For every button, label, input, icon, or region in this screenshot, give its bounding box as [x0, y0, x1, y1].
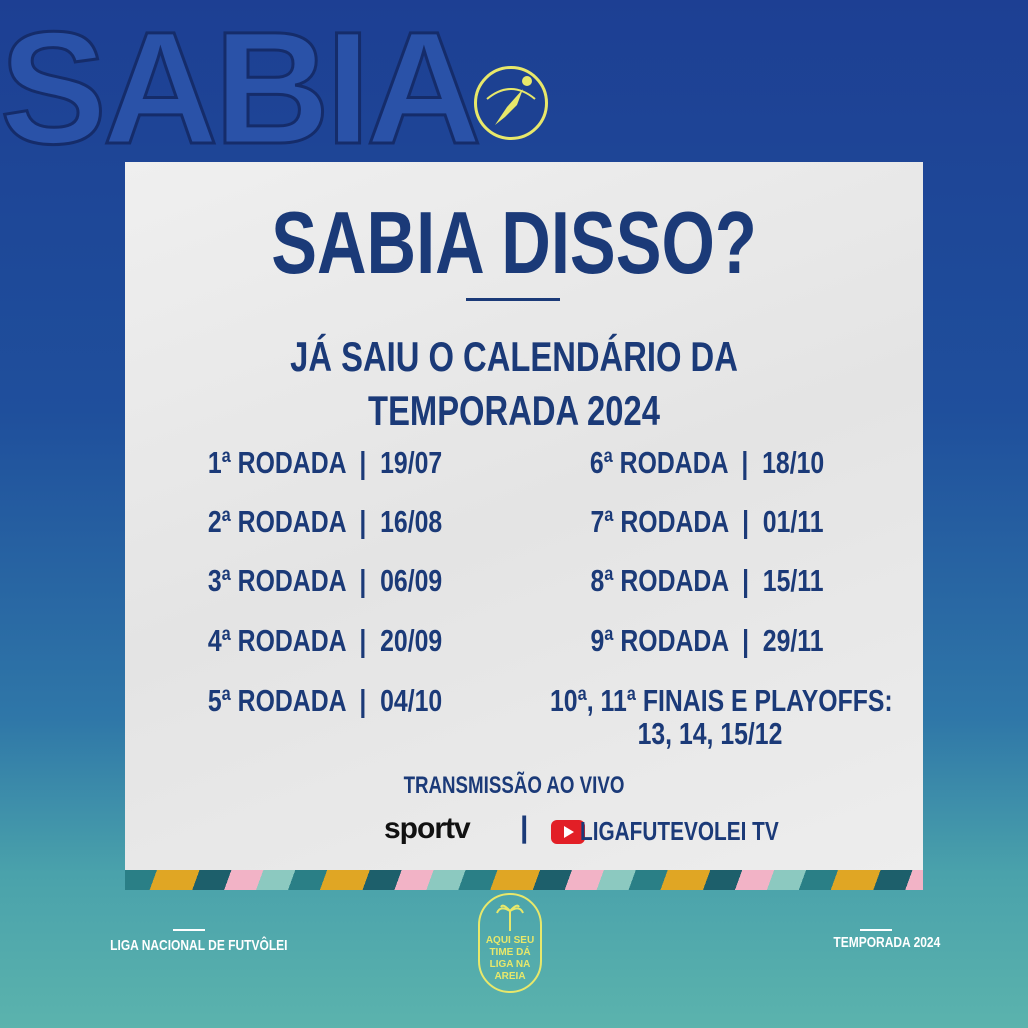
schedule-item: 6ª RODADA | 18/10 — [589, 445, 825, 480]
subtitle: JÁ SAIU O CALENDÁRIO DA TEMPORADA 2024 — [113, 330, 915, 438]
top-logo — [474, 66, 548, 140]
subtitle-line: JÁ SAIU O CALENDÁRIO DA — [290, 333, 738, 380]
footer-season: TEMPORADA 2024 — [833, 934, 941, 951]
sportv-logo: sportv — [384, 812, 471, 845]
schedule-item: 2ª RODADA | 16/08 — [207, 504, 443, 539]
badge-text: AQUI SEU TIME DÁ LIGA NA AREIA — [485, 935, 535, 982]
schedule-item: 1ª RODADA | 19/07 — [207, 445, 443, 480]
broadcast-label: TRANSMISSÃO AO VIVO — [403, 772, 625, 799]
palm-tree-icon — [496, 904, 524, 931]
background-word: SABIA — [0, 0, 483, 177]
schedule-item: 4ª RODADA | 20/09 — [207, 623, 443, 658]
schedule-item-finals-dates: 13, 14, 15/12 — [637, 716, 783, 751]
paper-card — [125, 162, 923, 870]
tropical-strip — [125, 870, 923, 890]
youtube-channel: LIGAFUTEVOLEI TV — [580, 816, 779, 846]
broadcast-separator: | — [520, 811, 529, 844]
title-divider — [466, 298, 560, 301]
subtitle-line: TEMPORADA 2024 — [368, 387, 660, 434]
schedule-item: 9ª RODADA | 29/11 — [590, 623, 824, 658]
footer-right-dash — [860, 929, 892, 931]
footer-league: LIGA NACIONAL DE FUTVÔLEI — [110, 937, 288, 954]
schedule-item: 5ª RODADA | 04/10 — [207, 683, 443, 718]
youtube-icon — [551, 820, 585, 844]
schedule-item: 7ª RODADA | 01/11 — [590, 504, 824, 539]
schedule-item: 8ª RODADA | 15/11 — [590, 563, 824, 598]
schedule-item-finals: 10ª, 11ª FINAIS E PLAYOFFS: — [550, 683, 893, 718]
page-title: SABIA DISSO? — [271, 193, 757, 292]
footer-left-dash — [173, 929, 205, 931]
da-liga-badge: AQUI SEU TIME DÁ LIGA NA AREIA — [478, 893, 542, 993]
schedule-item: 3ª RODADA | 06/09 — [207, 563, 443, 598]
